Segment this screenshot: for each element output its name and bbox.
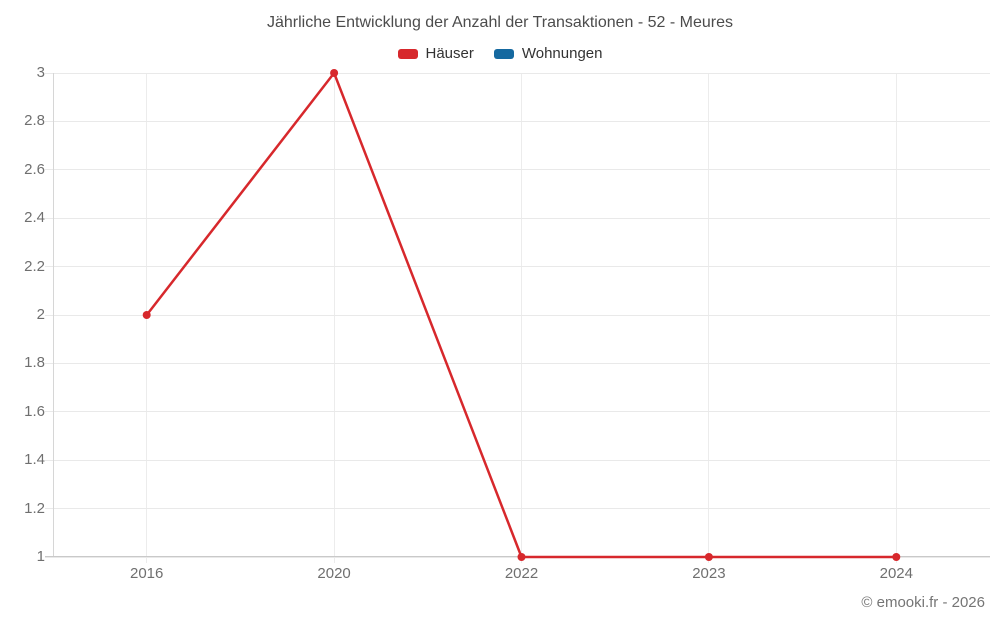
y-gridline	[45, 508, 990, 510]
data-point	[704, 553, 713, 561]
x-axis-tick-label: 2024	[879, 565, 913, 582]
wohnungen-series-swatch-icon	[493, 49, 514, 59]
hauser-series-swatch-icon	[397, 49, 418, 59]
y-gridline	[45, 314, 990, 316]
y-gridline	[45, 459, 990, 461]
x-gridline	[895, 73, 897, 563]
y-axis-tick-label: 2.4	[24, 209, 45, 227]
chart-title: Jährliche Entwicklung der Anzahl der Tra…	[266, 14, 733, 31]
legend-item-hauser[interactable]: Häuser	[397, 44, 474, 64]
x-axis-line	[45, 556, 990, 557]
x-axis-tick-label: 2016	[130, 565, 164, 582]
data-point	[892, 553, 901, 561]
y-axis-line	[53, 73, 54, 557]
y-axis-tick-label: 1.4	[24, 451, 45, 469]
data-point	[517, 553, 526, 561]
chart-canvas	[142, 69, 901, 561]
data-point	[330, 69, 339, 77]
y-axis-tick-label: 2.6	[24, 160, 45, 178]
y-axis-tick-label: 2.2	[24, 257, 45, 275]
x-gridline	[333, 73, 335, 563]
y-gridline	[45, 411, 990, 413]
x-gridline	[708, 73, 710, 563]
y-axis-tick-label: 2	[36, 306, 45, 323]
x-axis-tick-label: 2020	[317, 565, 351, 582]
y-axis-tick-label: 1	[36, 548, 45, 565]
data-point	[142, 311, 151, 319]
y-axis-tick-label: 1.6	[24, 402, 45, 420]
plot-area	[45, 69, 990, 563]
legend: Häuser Wohnungen	[0, 44, 1000, 64]
y-gridline	[45, 266, 990, 268]
legend-label-hauser: Häuser	[425, 45, 474, 62]
y-axis-tick-label: 1.8	[24, 354, 45, 372]
line-series	[145, 71, 897, 559]
legend-label-wohnungen: Wohnungen	[521, 45, 603, 62]
y-axis-tick-label: 3	[36, 64, 45, 81]
x-gridline	[521, 73, 522, 563]
x-axis-tick-label: 2023	[692, 565, 726, 582]
y-axis-tick-label: 1.2	[24, 499, 45, 517]
y-gridline	[45, 72, 990, 74]
x-axis-tick-label: 2022	[504, 565, 539, 582]
y-gridline	[45, 169, 990, 171]
legend-item-wohnungen[interactable]: Wohnungen	[493, 44, 603, 64]
y-gridline	[45, 120, 990, 122]
y-gridline	[45, 362, 990, 364]
y-gridline	[45, 217, 990, 219]
y-axis-tick-label: 2.8	[24, 112, 45, 130]
copyright-credit: © emooki.fr - 2026	[861, 594, 985, 611]
